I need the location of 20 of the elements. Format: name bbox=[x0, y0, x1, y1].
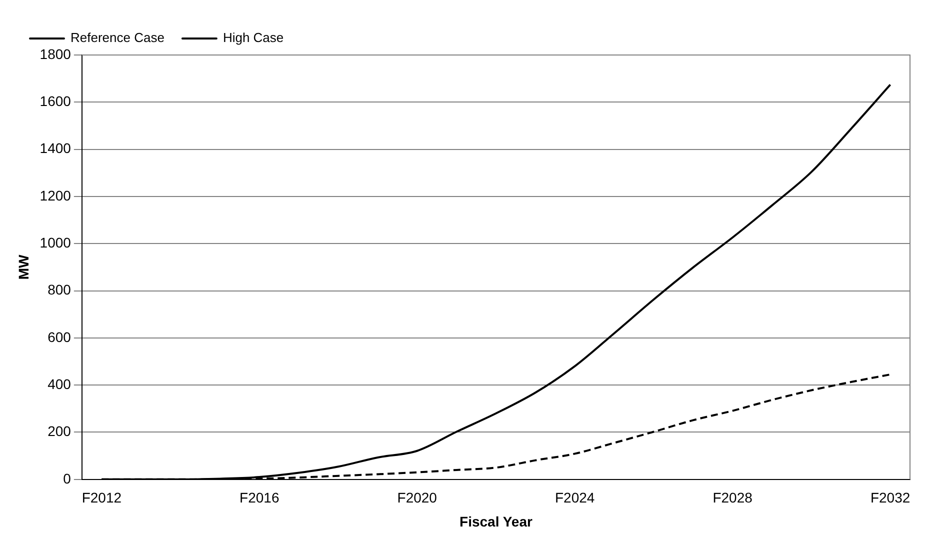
x-tick-label: F2020 bbox=[397, 490, 438, 506]
y-tick-label: 1200 bbox=[40, 187, 72, 204]
y-tick-label: 600 bbox=[48, 328, 72, 345]
x-tick-label: F2016 bbox=[240, 490, 280, 506]
y-tick-label: 1800 bbox=[40, 46, 72, 62]
x-tick-label: F2012 bbox=[82, 490, 122, 506]
legend-label: High Case bbox=[222, 30, 284, 46]
x-tick-label: F2028 bbox=[712, 490, 753, 506]
x-tick-label: F2024 bbox=[554, 490, 595, 506]
x-tick-label: F2032 bbox=[870, 490, 910, 506]
y-tick-label: 1400 bbox=[40, 140, 72, 156]
x-axis-title: Fiscal Year bbox=[460, 513, 533, 530]
y-axis-title: MW bbox=[15, 254, 32, 280]
y-tick-label: 1600 bbox=[40, 93, 72, 110]
y-tick-label: 1000 bbox=[40, 234, 72, 250]
y-tick-label: 400 bbox=[48, 376, 72, 392]
legend-label: Reference Case bbox=[70, 30, 164, 46]
y-tick-label: 200 bbox=[48, 423, 72, 440]
y-tick-label: 800 bbox=[48, 282, 72, 298]
y-tick-label: 0 bbox=[63, 470, 72, 486]
